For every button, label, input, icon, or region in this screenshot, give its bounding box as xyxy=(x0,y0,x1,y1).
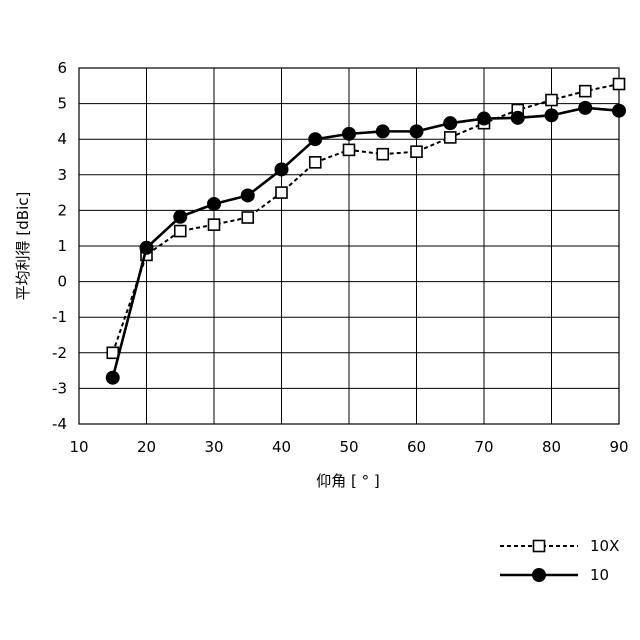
data-point xyxy=(411,146,422,157)
data-point xyxy=(410,125,423,138)
y-tick-label: 6 xyxy=(57,59,67,77)
x-tick-label: 50 xyxy=(339,438,358,456)
y-tick-label: 4 xyxy=(57,130,67,148)
legend-marker xyxy=(534,541,545,552)
legend-label: 10X xyxy=(590,537,619,555)
data-point xyxy=(444,117,457,130)
data-point xyxy=(106,371,119,384)
series-line xyxy=(113,84,619,353)
x-tick-label: 30 xyxy=(204,438,223,456)
data-point xyxy=(579,101,592,114)
y-tick-label: -4 xyxy=(52,415,67,433)
data-point xyxy=(242,212,253,223)
data-point xyxy=(107,347,118,358)
y-tick-label: -2 xyxy=(52,344,67,362)
y-axis-title: 平均利得 [dBic] xyxy=(14,192,32,301)
data-point xyxy=(241,189,254,202)
y-tick-label: 3 xyxy=(57,166,67,184)
data-point xyxy=(275,163,288,176)
data-point xyxy=(174,210,187,223)
legend-item: 10 xyxy=(500,566,609,584)
x-tick-label: 60 xyxy=(407,438,426,456)
data-point xyxy=(276,187,287,198)
legend: 10X 10 xyxy=(500,537,619,584)
data-point xyxy=(613,104,626,117)
data-point xyxy=(309,133,322,146)
data-point xyxy=(546,95,557,106)
data-point xyxy=(377,149,388,160)
x-tick-label: 80 xyxy=(542,438,561,456)
data-point xyxy=(478,112,491,125)
x-tick-label: 20 xyxy=(137,438,156,456)
series-group xyxy=(106,79,625,385)
data-point xyxy=(310,157,321,168)
x-tick-label: 90 xyxy=(609,438,628,456)
y-tick-label: 5 xyxy=(57,95,67,113)
x-tick-label: 70 xyxy=(474,438,493,456)
data-point xyxy=(175,226,186,237)
y-tick-label: -1 xyxy=(52,308,67,326)
y-tick-label: 2 xyxy=(57,201,67,219)
legend-marker xyxy=(533,569,546,582)
data-point xyxy=(614,79,625,90)
data-point xyxy=(140,241,153,254)
x-axis-title: 仰角 [ ° ] xyxy=(316,472,380,490)
data-point xyxy=(445,132,456,143)
tick-labels: -4 -3 -2 -1 0 1 2 3 4 5 6 10 20 30 40 50 60 70 80 90 xyxy=(52,59,629,456)
data-point xyxy=(376,125,389,138)
data-point xyxy=(545,109,558,122)
legend-item: 10X xyxy=(500,537,619,555)
x-tick-label: 40 xyxy=(272,438,291,456)
data-point xyxy=(208,197,221,210)
data-point xyxy=(344,144,355,155)
data-point xyxy=(580,86,591,97)
y-tick-label: 0 xyxy=(57,273,67,291)
data-point xyxy=(209,219,220,230)
x-tick-label: 10 xyxy=(69,438,88,456)
series-2 xyxy=(106,101,625,384)
series-line xyxy=(113,108,619,378)
legend-label: 10 xyxy=(590,566,609,584)
y-tick-label: 1 xyxy=(57,237,67,255)
data-point xyxy=(343,127,356,140)
data-point xyxy=(511,111,524,124)
y-tick-label: -3 xyxy=(52,379,67,397)
